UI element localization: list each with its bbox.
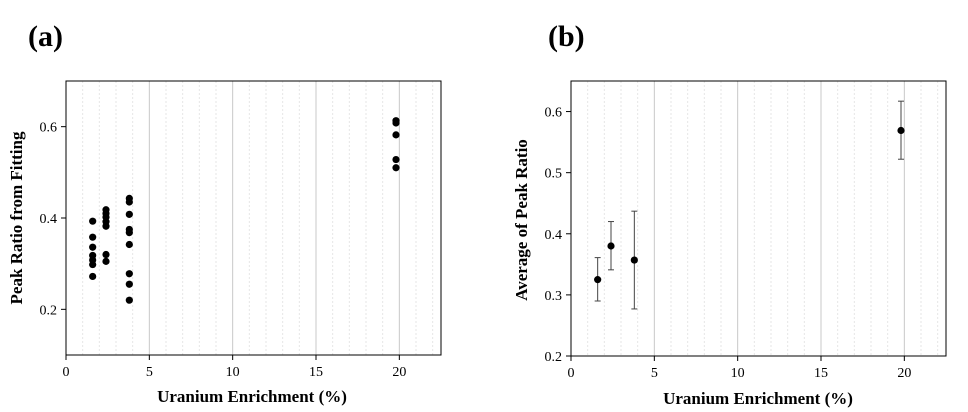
- panel-a-data-point: [125, 210, 133, 218]
- panel-b-x-tick-label: 0: [568, 366, 575, 381]
- panel-b-y-axis-title: Average of Peak Ratio: [512, 139, 531, 301]
- panel-a-data-point: [392, 155, 400, 164]
- panel-a-data-point: [125, 280, 133, 288]
- panel-b-x-tick-label: 15: [814, 366, 828, 381]
- panel-a-data-point: [89, 260, 97, 269]
- panel-b-y-tick-label: 0.5: [545, 167, 563, 182]
- panel-a-data-point: [89, 243, 97, 251]
- panel-a-x-tick-label: 15: [309, 365, 323, 380]
- panel-a-data-point: [392, 119, 400, 127]
- panel-a-data-point: [125, 270, 133, 278]
- panel-a-data-point: [102, 222, 110, 230]
- panel-b-data-point: [897, 126, 905, 135]
- panel-a-data-point: [89, 272, 97, 281]
- panel-b-x-axis-title: Uranium Enrichment (%): [663, 389, 853, 408]
- panel-a-data-point: [102, 250, 110, 259]
- panel-a-data-point: [125, 296, 133, 304]
- panel-a-y-tick-label: 0.6: [40, 121, 58, 136]
- panel-b-data-point: [630, 256, 638, 264]
- panel-a-x-axis-title: Uranium Enrichment (%): [157, 387, 347, 406]
- panel-b-y-tick-label: 0.6: [545, 106, 563, 121]
- panel-b-y-tick-label: 0.2: [545, 350, 563, 365]
- panel-a-data-point: [125, 198, 133, 206]
- panel-a-grid: [82, 81, 434, 355]
- panel-a-data-point: [392, 164, 400, 172]
- panel-b: (b) Uranium Enrichment (%) Average of Pe…: [512, 20, 947, 408]
- panel-a-data-point: [125, 240, 133, 249]
- panel-a-data-point: [125, 229, 133, 237]
- panel-a-y-axis-title: Peak Ratio from Fitting: [7, 131, 26, 304]
- panel-b-y-tick-label: 0.4: [545, 228, 563, 243]
- panel-b-plot-frame: [570, 80, 947, 357]
- panel-b-x-tick-label: 10: [731, 366, 745, 381]
- panel-a-x-tick-label: 10: [226, 365, 240, 380]
- panel-a-data-point: [392, 131, 400, 139]
- panel-b-data-point: [607, 242, 615, 250]
- panel-b-x-tick-label: 20: [897, 366, 911, 381]
- panel-a-y-tick-label: 0.2: [40, 303, 58, 318]
- panel-a-label: (a): [28, 20, 63, 53]
- panel-a-x-tick-label: 0: [63, 365, 70, 380]
- panel-a-data-point: [89, 217, 97, 225]
- panel-a: (a) Uranium Enrichment (%) Peak Ratio fr…: [7, 20, 442, 406]
- panel-a-data-point: [89, 233, 97, 241]
- panel-b-data-point: [594, 276, 602, 284]
- panel-a-plot-frame: [65, 80, 442, 356]
- panel-b-y-tick-label: 0.3: [545, 289, 563, 304]
- panel-b-x-tick-label: 5: [651, 366, 658, 381]
- panel-b-grid: [587, 81, 939, 356]
- panel-a-x-tick-label: 5: [146, 365, 153, 380]
- panel-a-x-tick-label: 20: [392, 365, 406, 380]
- panel-a-y-tick-label: 0.4: [40, 212, 58, 227]
- panel-b-label: (b): [548, 20, 585, 53]
- panel-a-data-point: [102, 257, 110, 265]
